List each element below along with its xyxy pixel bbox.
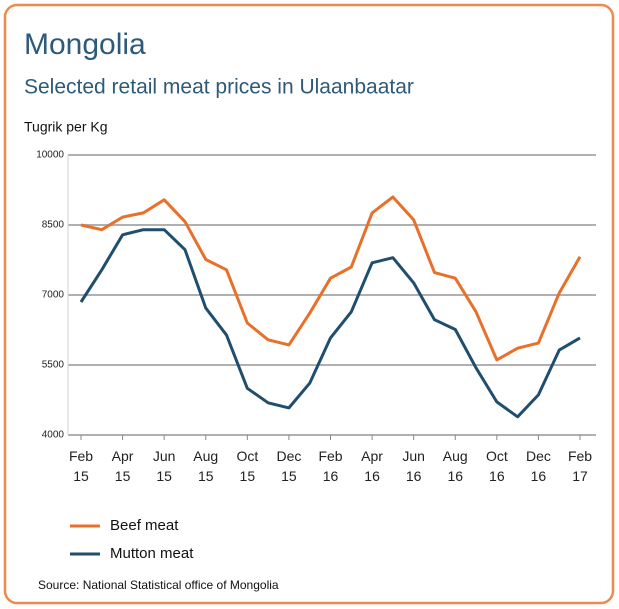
x-tick-label: Jun 15 xyxy=(153,448,176,484)
x-tick-label-line: Oct xyxy=(236,448,258,464)
y-tick-label: 5500 xyxy=(42,360,65,371)
x-tick-label: Oct 16 xyxy=(486,448,508,484)
x-tick-label: Aug 16 xyxy=(443,448,468,484)
series-line xyxy=(79,228,581,419)
x-tick-label-line: 15 xyxy=(115,468,131,484)
x-tick-label-line: 16 xyxy=(406,468,422,484)
y-tick-label: 10000 xyxy=(36,150,64,161)
x-tick-label-line: 16 xyxy=(531,468,547,484)
legend-label: Mutton meat xyxy=(110,545,194,562)
x-tick-label: Feb 17 xyxy=(568,448,592,484)
x-tick-label-line: 16 xyxy=(364,468,380,484)
x-tick-label-line: Jun xyxy=(153,448,176,464)
x-tick-label: Aug 15 xyxy=(193,448,218,484)
x-tick-label: Apr 16 xyxy=(361,448,383,484)
x-tick-label-line: Aug xyxy=(193,448,218,464)
chart-title: Mongolia xyxy=(24,28,146,61)
y-tick-label: 4000 xyxy=(42,430,65,441)
x-tick-label-line: Dec xyxy=(276,448,301,464)
chart-subtitle: Selected retail meat prices in Ulaanbaat… xyxy=(24,76,414,99)
x-tick-label-line: 16 xyxy=(447,468,463,484)
x-tick-label-line: Dec xyxy=(526,448,551,464)
legend-label: Beef meat xyxy=(110,517,179,534)
x-tick-label: Feb 15 xyxy=(69,448,93,484)
x-tick-label: Apr 15 xyxy=(112,448,134,484)
x-tick-label-line: Feb xyxy=(318,448,342,464)
x-tick-label: Oct 15 xyxy=(236,448,258,484)
x-tick-label-line: 16 xyxy=(323,468,339,484)
x-tick-label-line: 15 xyxy=(73,468,89,484)
x-tick-label-line: 15 xyxy=(240,468,256,484)
y-tick-label: 8500 xyxy=(42,220,65,231)
x-tick-label: Jun 16 xyxy=(402,448,425,484)
x-tick-label-line: 17 xyxy=(572,468,588,484)
x-tick-label-line: 15 xyxy=(156,468,172,484)
x-tick-label-line: Oct xyxy=(486,448,508,464)
x-tick-label: Feb 16 xyxy=(318,448,342,484)
x-tick-label-line: 16 xyxy=(489,468,505,484)
series-line xyxy=(80,195,582,362)
x-tick-label: Dec 15 xyxy=(276,448,301,484)
x-tick-label-line: Feb xyxy=(69,448,93,464)
x-tick-label-line: Aug xyxy=(443,448,468,464)
x-tick-label: Dec 16 xyxy=(526,448,551,484)
x-tick-label-line: 15 xyxy=(281,468,297,484)
x-tick-label-line: 15 xyxy=(198,468,214,484)
x-tick-label-line: Feb xyxy=(568,448,592,464)
y-tick-label: 7000 xyxy=(42,290,65,301)
y-axis-label: Tugrik per Kg xyxy=(24,119,108,135)
source: Source: National Statistical office of M… xyxy=(38,578,279,592)
x-tick-label-line: Apr xyxy=(361,448,383,464)
x-tick-label-line: Jun xyxy=(402,448,425,464)
x-tick-label-line: Apr xyxy=(112,448,134,464)
